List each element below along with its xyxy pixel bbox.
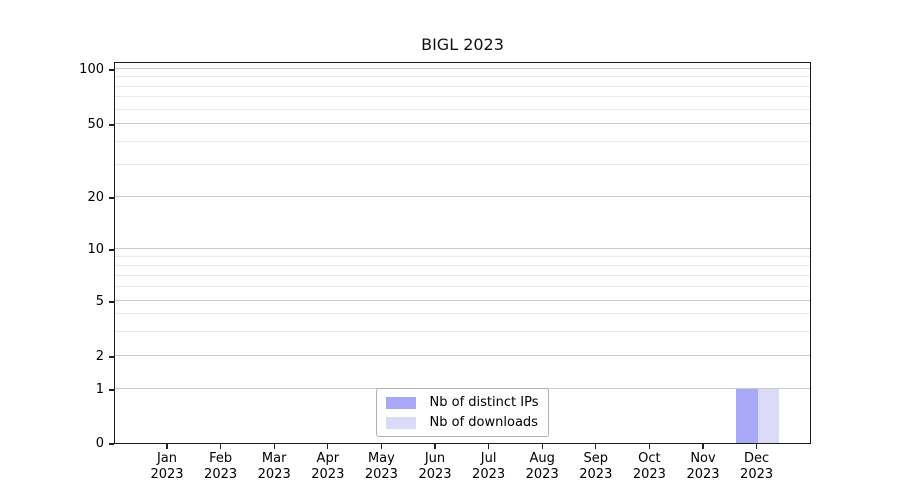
legend-item-nb-of-distinct-ips: Nb of distinct IPs	[385, 395, 539, 410]
x-tick-mark-oct	[648, 444, 651, 449]
gridline-minor-90	[115, 76, 810, 78]
legend-swatch-nb-of-distinct-ips	[385, 396, 416, 409]
x-tick-mark-apr	[327, 444, 329, 449]
x-tick-mark-jul	[487, 444, 490, 449]
y-tick-mark-5	[109, 301, 114, 303]
x-tick-label-feb: Feb 2023	[204, 451, 238, 482]
gridline-minor-6	[115, 286, 810, 288]
y-tick-mark-100	[109, 69, 114, 71]
y-tick-mark-0	[109, 443, 114, 445]
x-tick-label-dec: Dec 2023	[740, 451, 774, 482]
y-tick-mark-10	[109, 249, 114, 251]
x-tick-mark-aug	[541, 444, 543, 449]
gridline-minor-70	[115, 96, 810, 98]
gridline-major-2	[115, 355, 810, 357]
legend-swatch-nb-of-downloads	[385, 416, 416, 429]
x-tick-label-aug: Aug 2023	[525, 451, 559, 482]
gridline-minor-7	[115, 274, 810, 276]
y-tick-label-2: 2	[95, 349, 104, 365]
y-tick-label-5: 5	[95, 294, 104, 309]
y-tick-mark-1	[109, 389, 114, 391]
gridline-major-50	[115, 123, 810, 124]
x-tick-label-apr: Apr 2023	[311, 451, 345, 482]
x-tick-mark-may	[380, 444, 383, 449]
gridline-minor-3	[115, 330, 810, 332]
x-tick-label-mar: Mar 2023	[257, 451, 291, 482]
legend-label-nb-of-downloads: Nb of downloads	[429, 415, 538, 430]
gridline-major-5	[115, 300, 810, 302]
x-tick-label-jan: Jan 2023	[150, 451, 184, 482]
chart-title: BIGL 2023	[421, 35, 504, 54]
gridline-major-20	[115, 196, 810, 197]
x-tick-mark-mar	[273, 444, 275, 449]
y-tick-label-0: 0	[95, 436, 104, 451]
gridline-minor-8	[115, 264, 810, 266]
y-tick-label-1: 1	[95, 381, 104, 397]
gridline-minor-60	[115, 108, 810, 110]
y-tick-mark-2	[109, 356, 114, 358]
bar-nb-of-distinct-ips-dec-2023	[736, 389, 758, 443]
y-tick-label-10: 10	[87, 241, 104, 257]
x-tick-label-sep: Sep 2023	[579, 451, 613, 482]
gridline-minor-4	[115, 313, 810, 315]
legend: Nb of distinct IPs Nb of downloads	[375, 388, 550, 437]
gridline-minor-9	[115, 255, 810, 257]
x-tick-mark-sep	[595, 444, 597, 449]
y-tick-mark-20	[109, 197, 114, 199]
y-tick-label-50: 50	[87, 116, 104, 132]
x-tick-label-nov: Nov 2023	[686, 451, 720, 482]
gridline-minor-80	[115, 85, 810, 87]
legend-item-nb-of-downloads: Nb of downloads	[385, 415, 539, 430]
x-tick-label-oct: Oct 2023	[632, 451, 666, 482]
x-tick-mark-feb	[219, 444, 222, 449]
gridline-major-10	[115, 247, 810, 249]
legend-label-nb-of-distinct-ips: Nb of distinct IPs	[429, 395, 539, 410]
y-tick-mark-50	[109, 124, 114, 126]
plot-area: Nb of distinct IPs Nb of downloads	[114, 62, 811, 444]
bar-nb-of-downloads-dec-2023	[757, 389, 780, 443]
x-tick-mark-jan	[166, 444, 168, 449]
x-tick-mark-dec	[755, 444, 758, 449]
x-tick-mark-nov	[702, 444, 704, 449]
gridline-major-100	[115, 67, 810, 69]
x-tick-label-jul: Jul 2023	[472, 451, 506, 482]
x-tick-label-may: May 2023	[364, 451, 398, 482]
x-tick-mark-jun	[434, 444, 436, 449]
y-tick-label-20: 20	[87, 189, 104, 205]
gridline-minor-40	[115, 140, 810, 142]
y-tick-label-100: 100	[79, 61, 104, 77]
x-tick-label-jun: Jun 2023	[418, 451, 452, 482]
gridline-minor-30	[115, 163, 810, 165]
